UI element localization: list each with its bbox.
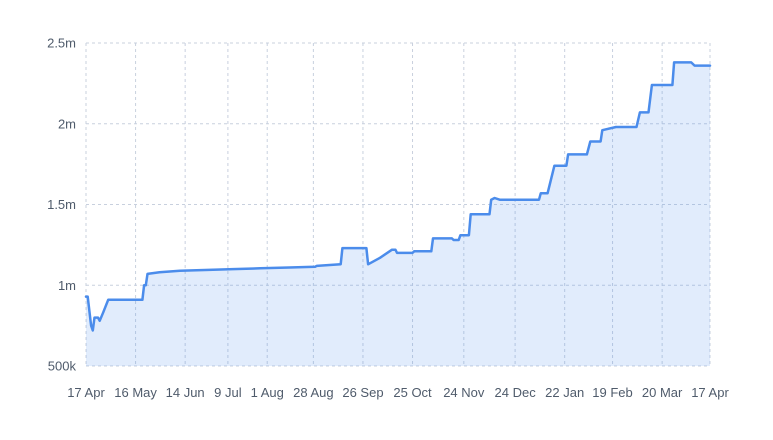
x-axis-label: 22 Jan <box>545 385 584 400</box>
x-axis-label: 24 Dec <box>495 385 537 400</box>
x-axis-label: 16 May <box>114 385 157 400</box>
series-area-fill <box>86 62 710 367</box>
x-axis-label: 9 Jul <box>214 385 242 400</box>
x-axis-label: 17 Apr <box>691 385 729 400</box>
x-axis-label: 24 Nov <box>443 385 485 400</box>
x-axis-label: 1 Aug <box>251 385 284 400</box>
x-axis-label: 28 Aug <box>293 385 334 400</box>
y-axis-label: 2m <box>58 116 76 131</box>
series-line <box>84 61 712 332</box>
y-axis-label: 2.5m <box>47 36 76 51</box>
x-axis-label: 26 Sep <box>342 385 383 400</box>
y-axis-label: 500k <box>48 359 77 374</box>
x-axis-label: 19 Feb <box>592 385 632 400</box>
chart-plot-area[interactable] <box>86 43 710 366</box>
x-axis-label: 25 Oct <box>393 385 432 400</box>
y-axis-label: 1.5m <box>47 197 76 212</box>
y-axis-label: 1m <box>58 278 76 293</box>
x-axis-label: 17 Apr <box>67 385 105 400</box>
x-axis-label: 20 Mar <box>642 385 683 400</box>
x-axis-label: 14 Jun <box>166 385 205 400</box>
